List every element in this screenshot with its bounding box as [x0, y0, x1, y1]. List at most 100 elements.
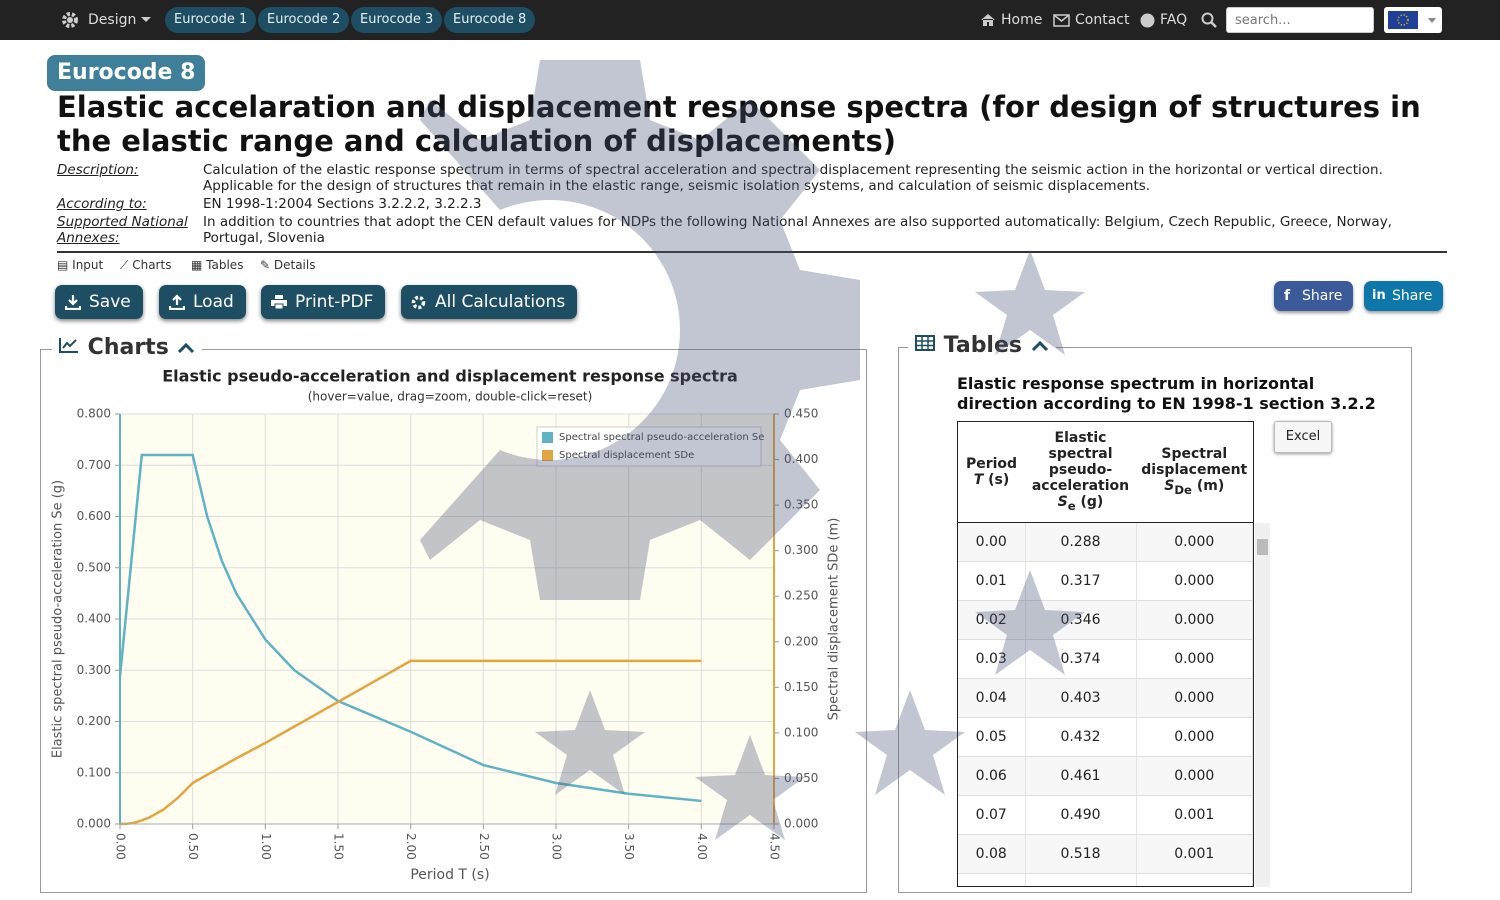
y-tick-label: 0.600 — [77, 509, 111, 523]
eurocode-pill[interactable]: Eurocode 3 — [351, 7, 443, 33]
table-cell: 0.346 — [1025, 600, 1137, 640]
table-cell: 0.001 — [1136, 873, 1253, 886]
chart-icon — [59, 338, 78, 353]
table-cell: 0.432 — [1025, 717, 1137, 757]
divider — [57, 251, 1447, 253]
table-row: 0.03 0.374 0.000 — [958, 639, 1253, 679]
excel-button[interactable]: Excel — [1274, 421, 1332, 453]
header-symbol: S — [1057, 494, 1068, 511]
save-button[interactable]: Save — [55, 285, 143, 319]
eurocode-pill[interactable]: Eurocode 1 — [165, 7, 257, 33]
y-tick-label: 0.000 — [77, 817, 111, 831]
linkedin-share[interactable]: in Share — [1364, 281, 1444, 311]
load-button[interactable]: Load — [159, 285, 246, 319]
in-icon: in — [1372, 288, 1386, 303]
scroll-thumb[interactable] — [1257, 539, 1268, 555]
print-icon — [271, 295, 287, 309]
chart: Elastic pseudo-acceleration and displace… — [51, 367, 842, 884]
upload-icon — [169, 294, 185, 310]
table-row: 0.05 0.432 0.000 — [958, 717, 1253, 757]
fb-icon: f — [1284, 288, 1291, 304]
column-header: Elastic spectral pseudo-acceleration Se (… — [1025, 422, 1136, 523]
legend-label: Spectral spectral pseudo-acceleration Se — [559, 432, 764, 443]
column-header: Period T (s) — [958, 422, 1025, 523]
y2-tick-label: 0.150 — [784, 680, 818, 694]
table-row: 0.06 0.461 0.000 — [958, 756, 1253, 796]
header-subscript: De — [1174, 482, 1192, 497]
panel-title: Charts — [87, 335, 169, 360]
charts-panel-legend[interactable]: Charts — [52, 335, 203, 360]
info-text: In addition to countries that adopt the … — [203, 214, 1392, 246]
facebook-share[interactable]: f Share — [1274, 281, 1354, 311]
legend-label: Spectral displacement SDe — [559, 450, 694, 461]
x-tick-label: 4.50 — [768, 833, 782, 860]
tab-link[interactable]: ▦ Tables — [191, 258, 244, 272]
table-cell: 0.03 — [958, 639, 1026, 679]
table-cell: 0.000 — [1136, 561, 1253, 601]
scrollbar[interactable] — [1255, 523, 1270, 887]
tab-link[interactable]: ⟋ Charts — [120, 258, 172, 272]
faq-link[interactable]: FAQ — [1160, 12, 1188, 28]
table-cell: 0.001 — [1136, 795, 1253, 835]
legend: Spectral spectral pseudo-acceleration Se… — [536, 426, 764, 467]
table-cell: 0.09 — [958, 873, 1026, 886]
calculations-button[interactable]: All Calculations — [401, 285, 578, 319]
y-tick-label: 0.700 — [77, 458, 111, 472]
table-container: Period T (s) Elastic spectral pseudo-acce… — [957, 421, 1254, 887]
y-tick-label: 0.100 — [77, 765, 111, 779]
header-unit: (m) — [1196, 478, 1225, 495]
contact-link[interactable]: Contact — [1075, 12, 1130, 28]
y-tick-label: 0.500 — [77, 560, 111, 574]
design-menu[interactable]: Design — [88, 12, 137, 28]
tab-link[interactable]: ✎ Details — [260, 258, 316, 272]
y2-tick-label: 0.200 — [784, 634, 818, 648]
print-button[interactable]: Print-PDF — [261, 285, 386, 319]
table-cell: 0.07 — [958, 795, 1026, 835]
table-cell: 0.06 — [958, 756, 1026, 796]
x-tick-label: 4.00 — [695, 833, 709, 860]
tab-text: Tables — [206, 258, 244, 272]
table-cell: 0.000 — [1136, 756, 1253, 796]
button-text: Print-PDF — [295, 292, 374, 312]
tables-panel-legend[interactable]: Tables — [908, 333, 1056, 358]
y2-tick-label: 0.400 — [784, 452, 818, 466]
table-caption: Elastic response spectrum in horizontal … — [957, 374, 1376, 413]
eurocode-pill[interactable]: Eurocode 2 — [258, 7, 350, 33]
info-label: Supported National Annexes: — [57, 214, 188, 246]
chart-subtitle: (hover=value, drag=zoom, double-click=re… — [308, 390, 593, 404]
chart-title: Elastic pseudo-acceleration and displace… — [162, 367, 738, 386]
tab-link[interactable]: ▤ Input — [57, 258, 104, 272]
mail-icon — [1053, 14, 1070, 27]
search-input[interactable] — [1226, 7, 1374, 33]
header-text: Spectral displacement — [1141, 446, 1248, 479]
x-tick-label: 2.50 — [477, 833, 491, 860]
eurocode-pill[interactable]: Eurocode 8 — [444, 7, 536, 33]
language-select[interactable] — [1384, 7, 1442, 33]
spectrum-table: Period T (s) Elastic spectral pseudo-acce… — [958, 422, 1253, 886]
y2-tick-label: 0.350 — [784, 498, 818, 512]
table-row: 0.090.5470.001 — [958, 873, 1253, 886]
table-row: 0.04 0.403 0.000 — [958, 678, 1253, 718]
button-text: Load — [193, 292, 234, 312]
y2-tick-label: 0.000 — [784, 817, 818, 831]
table-cell: 0.01 — [958, 561, 1026, 601]
info-text: Calculation of the elastic response spec… — [203, 162, 1383, 194]
table-cell: 0.547 — [1025, 873, 1137, 886]
search-icon — [1201, 12, 1217, 28]
tab-text: Details — [273, 258, 316, 272]
header-symbol: S — [1164, 478, 1175, 495]
info-label: According to: — [57, 196, 147, 212]
navbar: Design Eurocode 1 Eurocode 2 Eurocode 3 … — [0, 0, 1500, 40]
header-text: Period — [965, 456, 1018, 472]
panel-title: Tables — [943, 333, 1022, 358]
y-axis-label: Elastic spectral pseudo-acceleration Se … — [51, 480, 66, 758]
table-body: 0.00 0.288 0.000 0.01 0.317 0.000 0.02 0.346 0.0… — [958, 522, 1253, 886]
collapse-icon — [178, 342, 195, 354]
table-cell: 0.518 — [1025, 834, 1137, 874]
table-cell: 0.08 — [958, 834, 1026, 874]
table-cell: 0.05 — [958, 717, 1026, 757]
home-link[interactable]: Home — [1001, 12, 1043, 28]
table-cell: 0.317 — [1025, 561, 1137, 601]
table-cell: 0.374 — [1025, 639, 1137, 679]
